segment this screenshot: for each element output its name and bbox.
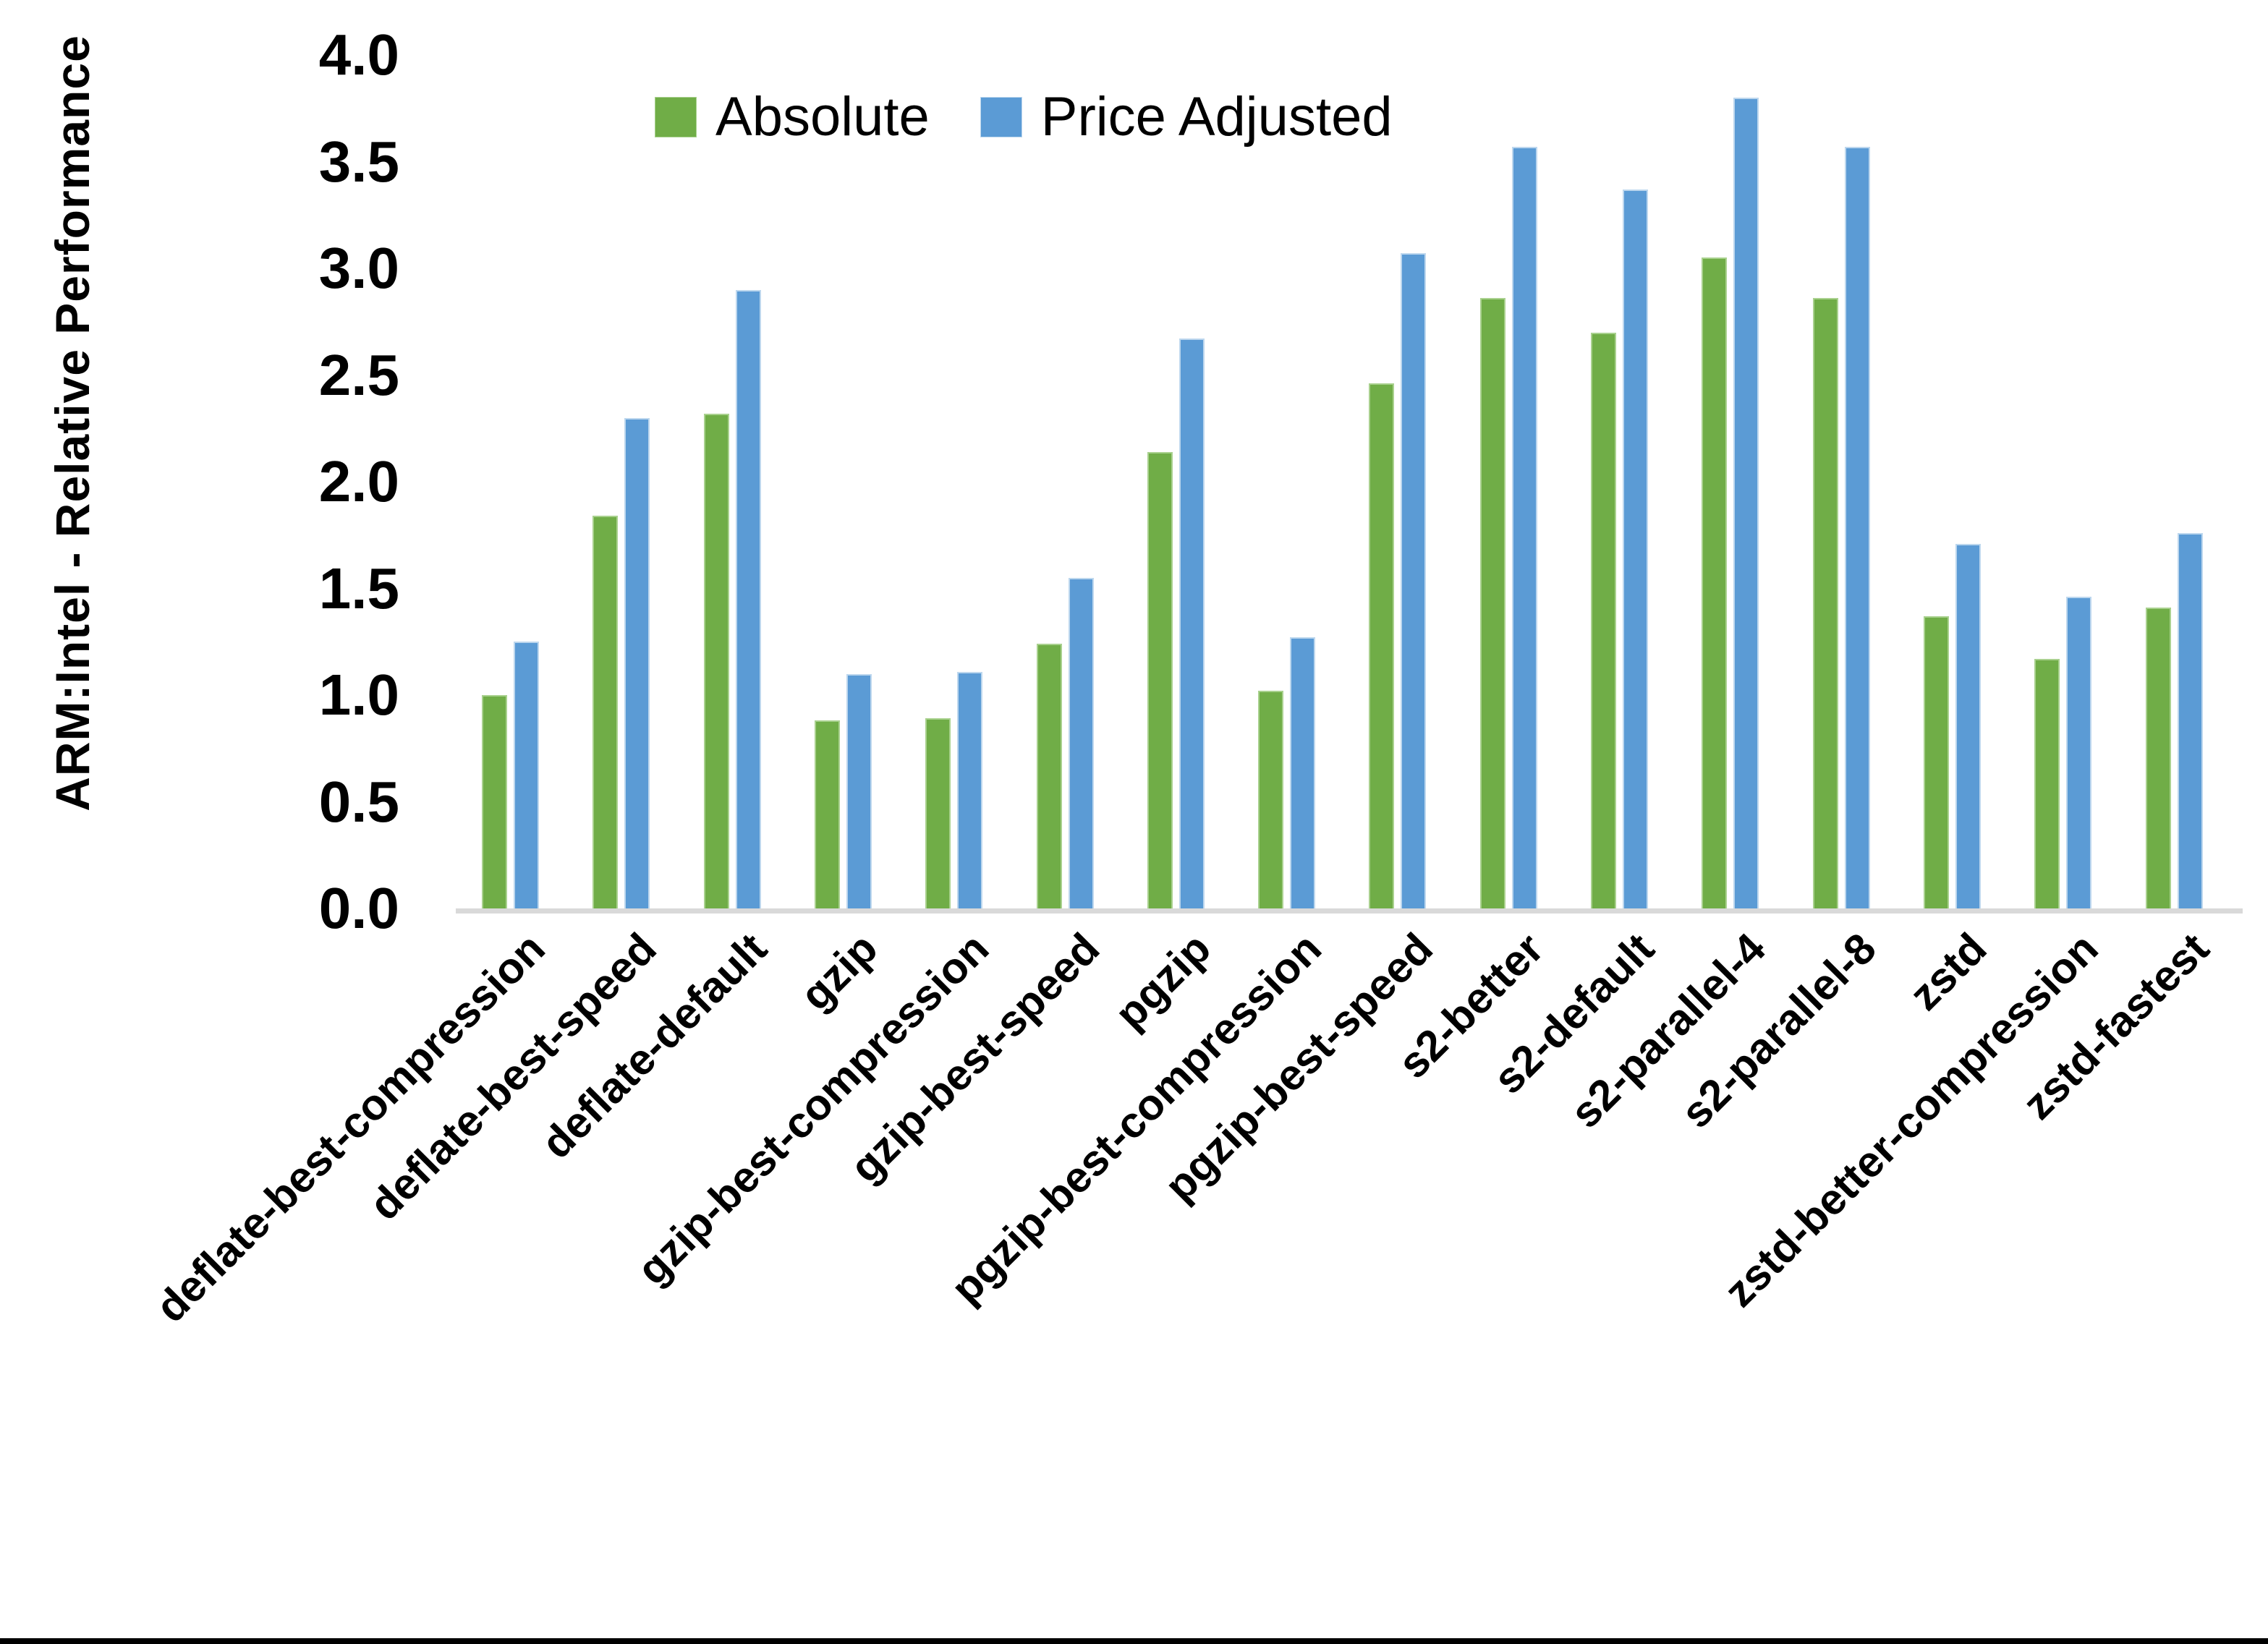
bar-price-adjusted-gzip — [846, 673, 872, 908]
x-category-label-s2-parallel-4: s2-parallel-4 — [1560, 924, 1775, 1138]
legend: Absolute Price Adjusted — [655, 85, 1393, 148]
bar-price-adjusted-s2-parallel-8 — [1844, 146, 1870, 908]
y-tick-label: 3.0 — [318, 236, 399, 300]
legend-item-price-adjusted: Price Adjusted — [980, 85, 1393, 148]
bar-price-adjusted-zstd-better-compression — [2066, 597, 2092, 908]
legend-label-absolute: Absolute — [715, 86, 930, 148]
bar-absolute-s2-better — [1479, 298, 1505, 908]
y-tick-label: 3.5 — [318, 129, 399, 194]
bar-price-adjusted-pgzip-best-speed — [1401, 253, 1427, 908]
bar-absolute-s2-default — [1591, 332, 1616, 908]
bar-absolute-deflate-best-speed — [593, 516, 619, 908]
bar-absolute-gzip — [814, 720, 840, 908]
bar-price-adjusted-deflate-best-speed — [624, 417, 650, 908]
y-tick-label: 0.5 — [318, 769, 399, 834]
bar-absolute-zstd-fastest — [2145, 608, 2171, 908]
bar-price-adjusted-s2-default — [1623, 189, 1648, 908]
y-tick-label: 2.0 — [318, 449, 399, 514]
bar-absolute-s2-parallel-8 — [1812, 298, 1838, 908]
y-tick-label: 4.0 — [318, 22, 399, 87]
bar-price-adjusted-pgzip-best-compression — [1290, 637, 1316, 908]
bar-price-adjusted-s2-better — [1511, 146, 1537, 908]
bar-absolute-pgzip-best-speed — [1369, 383, 1395, 908]
y-tick-label: 1.0 — [318, 663, 399, 727]
x-category-label-zstd: zstd — [1900, 924, 1997, 1020]
bar-price-adjusted-gzip-best-speed — [1068, 577, 1094, 908]
bar-absolute-zstd-better-compression — [2034, 658, 2060, 908]
y-tick-label: 0.0 — [318, 876, 399, 940]
bar-absolute-deflate-default — [703, 413, 729, 908]
bar-absolute-gzip-best-speed — [1036, 644, 1062, 908]
legend-swatch-absolute-icon — [655, 96, 697, 137]
x-axis-line — [456, 908, 2243, 913]
x-category-label-s2-parallel-8: s2-parallel-8 — [1671, 924, 1885, 1138]
bar-price-adjusted-deflate-default — [735, 289, 761, 908]
bar-price-adjusted-deflate-best-compression — [514, 642, 539, 908]
bar-absolute-pgzip — [1147, 451, 1173, 908]
y-axis-title: ARM:Intel - Relative Performance — [46, 35, 99, 812]
y-tick-label: 1.5 — [318, 555, 399, 621]
bar-price-adjusted-gzip-best-compression — [957, 671, 983, 908]
legend-item-absolute: Absolute — [655, 85, 930, 148]
y-tick-label: 2.5 — [318, 342, 399, 407]
x-category-label-gzip: gzip — [791, 924, 888, 1020]
legend-label-price-adjusted: Price Adjusted — [1040, 86, 1393, 148]
legend-swatch-price-adjusted-icon — [980, 96, 1022, 137]
bar-absolute-s2-parallel-4 — [1702, 257, 1728, 908]
bar-price-adjusted-pgzip — [1178, 338, 1205, 908]
bar-absolute-zstd — [1923, 616, 1949, 908]
bottom-border — [0, 1638, 2268, 1644]
bar-absolute-deflate-best-compression — [482, 695, 507, 908]
bar-absolute-gzip-best-compression — [925, 718, 951, 908]
bar-absolute-pgzip-best-compression — [1258, 691, 1284, 908]
bar-price-adjusted-zstd-fastest — [2177, 532, 2203, 908]
bar-price-adjusted-s2-parallel-4 — [1733, 98, 1759, 908]
bar-price-adjusted-zstd — [1955, 543, 1981, 908]
